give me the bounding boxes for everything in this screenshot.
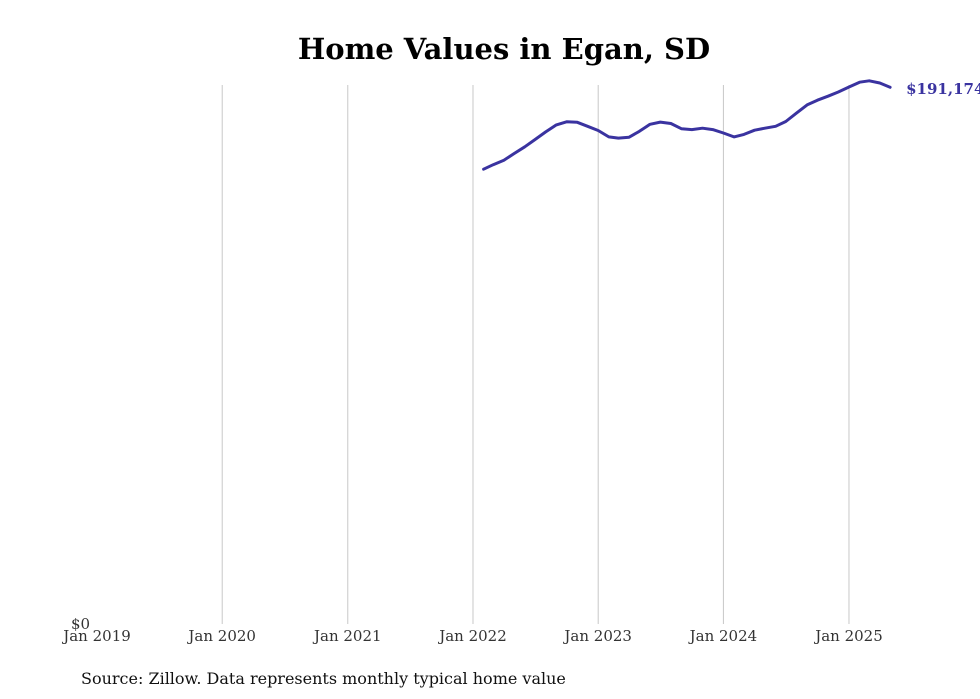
grid-lines	[221, 85, 850, 624]
series-end-value-label: $191,174	[906, 80, 980, 98]
x-tick-label: Jan 2021	[312, 627, 382, 645]
x-tick-label: Jan 2025	[813, 627, 883, 645]
series-line	[482, 79, 892, 171]
x-tick-label: Jan 2023	[562, 627, 632, 645]
x-tick-label: Jan 2019	[61, 627, 131, 645]
x-tick-label: Jan 2020	[186, 627, 256, 645]
x-tick-label: Jan 2024	[688, 627, 758, 645]
chart-title: Home Values in Egan, SD	[298, 32, 710, 66]
source-note: Source: Zillow. Data represents monthly …	[81, 669, 566, 688]
series-layer: $191,174	[482, 79, 980, 171]
x-axis-ticks: Jan 2019 Jan 2020 Jan 2021 Jan 2022 Jan 2023…	[61, 627, 883, 645]
x-tick-label: Jan 2022	[437, 627, 507, 645]
y-axis-zero-label: $0	[71, 615, 90, 633]
